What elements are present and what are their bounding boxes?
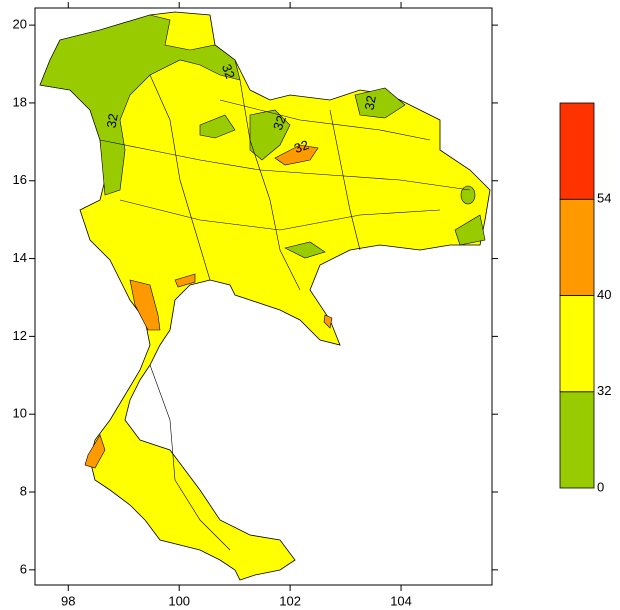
y-tick-label: 14 [13, 250, 27, 265]
colorbar-label: 54 [597, 191, 611, 206]
contour-label: 32 [362, 94, 379, 111]
contour-label: 32 [219, 62, 238, 81]
colorbar-segment [559, 102, 595, 200]
x-tick-label: 98 [61, 593, 75, 608]
y-tick-label: 16 [13, 172, 27, 187]
contour-label: 32 [104, 112, 121, 129]
y-tick-label: 8 [20, 483, 27, 498]
colorbar-segment [559, 391, 595, 489]
x-tick-label: 104 [390, 593, 412, 608]
contour-label: 32 [270, 113, 289, 132]
colorbar-segment [559, 295, 595, 393]
colorbar-label: 32 [597, 383, 611, 398]
colorbar-segment [559, 198, 595, 296]
y-tick-label: 6 [20, 561, 27, 576]
contour-label: 32 [292, 137, 311, 156]
y-tick-label: 20 [13, 17, 27, 32]
y-tick-label: 12 [13, 328, 27, 343]
colorbar-label: 0 [597, 479, 604, 494]
y-tick-label: 18 [13, 94, 27, 109]
colorbar-label: 40 [597, 287, 611, 302]
x-tick-label: 102 [279, 593, 301, 608]
x-tick-label: 100 [168, 593, 190, 608]
province-borders [99, 74, 471, 551]
high-zone [84, 144, 333, 469]
y-tick-label: 10 [13, 406, 27, 421]
low-zone [39, 14, 486, 259]
land [39, 11, 491, 581]
